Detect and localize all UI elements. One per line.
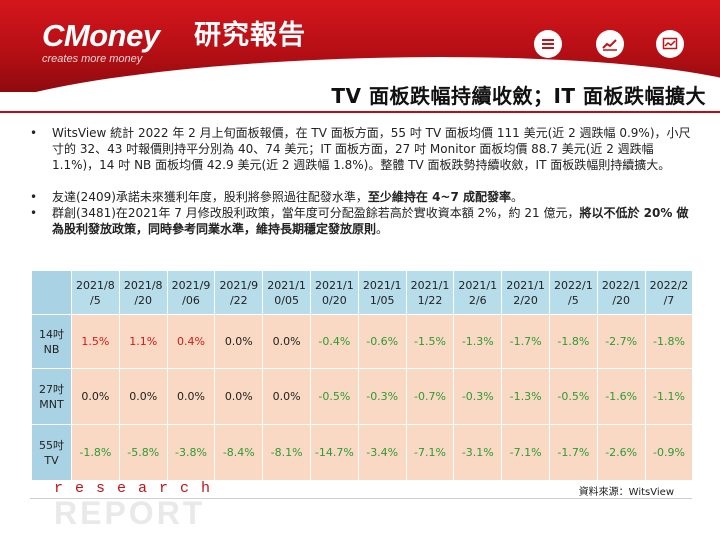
- table-cell: -14.7%: [309, 424, 359, 481]
- table-cell: -1.8%: [71, 424, 120, 481]
- bullet-text: 群創(3481)在2021年 7 月修改股利政策，當年度可分配盈餘若高於實收資本…: [52, 205, 700, 237]
- table-cell: -1.6%: [596, 368, 646, 425]
- table-cell: 1.1%: [118, 314, 168, 369]
- footer-report-text: REPORT: [54, 495, 206, 531]
- bullet-dot: •: [30, 190, 38, 204]
- table-cell: 0.0%: [118, 368, 168, 425]
- chart-icon[interactable]: [656, 30, 684, 58]
- table-row: 14吋 NB 1.5% 1.1% 0.4% 0.0% 0.0% -0.4% -0.6% -1.5…: [31, 314, 694, 369]
- table-row: 27吋 MNT 0.0% 0.0% 0.0% 0.0% 0.0% -0.5% -0.3% -0.…: [31, 368, 694, 425]
- bullet-text-end: 。: [376, 222, 389, 236]
- table-row-header: 14吋 NB: [31, 314, 72, 369]
- table-cell: -0.4%: [309, 314, 359, 369]
- table-cell: -0.5%: [548, 368, 598, 425]
- table-cell: -3.8%: [166, 424, 216, 481]
- table-cell: -1.7%: [501, 314, 550, 369]
- table-cell: -5.8%: [118, 424, 168, 481]
- table-cell: -1.3%: [453, 314, 503, 369]
- table-cell: 0.0%: [71, 368, 120, 425]
- table-cell: 0.0%: [262, 368, 311, 425]
- table-cell: -2.6%: [596, 424, 646, 481]
- table-cell: 0.0%: [214, 314, 264, 369]
- table-cell: -1.7%: [548, 424, 598, 481]
- table-column-header: 2021/8 /20: [118, 270, 168, 315]
- table-cell: -1.8%: [548, 314, 598, 369]
- title-divider: [0, 111, 720, 113]
- bullet-text-end: 。: [511, 190, 524, 204]
- table-column-header: 2022/1 /20: [596, 270, 646, 315]
- bullet-text: WitsView 統計 2022 年 2 月上旬面板報價，在 TV 面板方面，5…: [52, 126, 691, 172]
- footer-divider: [30, 498, 692, 499]
- table-row-header: 27吋 MNT: [31, 368, 72, 425]
- table-column-header: 2021/1 1/05: [357, 270, 407, 315]
- bullet-text-bold: 將以不低於 20% 做為股利發放政策，同時參考同業水準，維持長期穩定發放原則: [52, 206, 689, 236]
- table-row: 55吋 TV -1.8% -5.8% -3.8% -8.4% -8.1% -14.7% -3.…: [31, 424, 694, 481]
- table-cell: 1.5%: [71, 314, 120, 369]
- logo-subtitle: 研究報告: [194, 20, 306, 51]
- bullet-item: • WitsView 統計 2022 年 2 月上旬面板報價，在 TV 面板方面…: [30, 125, 700, 173]
- bullet-list: • WitsView 統計 2022 年 2 月上旬面板報價，在 TV 面板方面…: [30, 125, 700, 237]
- table-cell: -0.3%: [357, 368, 407, 425]
- table-column-header: 2021/9 /22: [214, 270, 264, 315]
- table-cell: 0.0%: [214, 368, 264, 425]
- table-column-header: 2022/2 /7: [644, 270, 694, 315]
- table-cell: -3.1%: [453, 424, 503, 481]
- table-cell: -3.4%: [357, 424, 407, 481]
- table-row-header: 55吋 TV: [31, 424, 72, 481]
- table-column-header: 2021/8 /5: [71, 270, 120, 315]
- table-cell: -7.1%: [405, 424, 455, 481]
- table-column-header: 2022/1 /5: [548, 270, 598, 315]
- table-cell: -1.1%: [644, 368, 694, 425]
- cmoney-logo: CMoney: [42, 18, 160, 53]
- table-column-header: 2021/9 /06: [166, 270, 216, 315]
- table-cell: -1.8%: [644, 314, 694, 369]
- table-column-header: 2021/1 2/20: [501, 270, 550, 315]
- table-cell: -0.9%: [644, 424, 694, 481]
- table-column-header: 2021/1 0/05: [262, 270, 311, 315]
- bullet-item: • 友達(2409)承諾未來獲利年度，股利將參照過往配發水準，至少維持在 4~7…: [30, 189, 700, 205]
- footer-research-text: research: [54, 480, 223, 497]
- table-column-header: 2021/1 1/22: [405, 270, 455, 315]
- table-cell: 0.0%: [166, 368, 216, 425]
- data-source: 資料來源：WitsView: [578, 487, 674, 498]
- trend-icon[interactable]: [596, 30, 624, 58]
- table-column-header: 2021/1 0/20: [309, 270, 359, 315]
- header-band: CMoney 研究報告 creates more money: [0, 0, 720, 92]
- table-cell: -0.7%: [405, 368, 455, 425]
- bullet-text: 友達(2409)承諾未來獲利年度，股利將參照過往配發水準，至少維持在 4~7 成…: [52, 189, 700, 205]
- bullet-text-bold: 至少維持在 4~7 成配發率: [367, 190, 512, 204]
- slide-title: TV 面板跌幅持續收斂；IT 面板跌幅擴大: [331, 84, 706, 108]
- bullet-dot: •: [30, 126, 38, 140]
- table-cell: -1.5%: [405, 314, 455, 369]
- table-cell: -0.6%: [357, 314, 407, 369]
- table-cell: -8.4%: [214, 424, 264, 481]
- bullet-dot: •: [30, 206, 38, 220]
- table-cell: -8.1%: [262, 424, 311, 481]
- table-cell: -7.1%: [501, 424, 550, 481]
- table-cell: 0.0%: [262, 314, 311, 369]
- bullet-text-plain: 友達(2409)承諾未來獲利年度，股利將參照過往配發水準，: [52, 190, 368, 204]
- table-body: 14吋 NB 1.5% 1.1% 0.4% 0.0% 0.0% -0.4% -0.6% -1.5…: [31, 314, 694, 481]
- table-cell: -2.7%: [596, 314, 646, 369]
- bullet-item: • 群創(3481)在2021年 7 月修改股利政策，當年度可分配盈餘若高於實收…: [30, 205, 700, 237]
- table-cell: -0.5%: [309, 368, 359, 425]
- list-icon[interactable]: [534, 30, 562, 58]
- table-cell: 0.4%: [166, 314, 216, 369]
- table-cell: -1.3%: [501, 368, 550, 425]
- table-column-header: 2021/1 2/6: [453, 270, 503, 315]
- table-header-row: 2021/8 /5 2021/8 /20 2021/9 /06 2021/9 /22 2…: [31, 270, 694, 315]
- logo-tagline: creates more money: [42, 53, 143, 65]
- table-cell: -0.3%: [453, 368, 503, 425]
- panel-price-table: 2021/8 /5 2021/8 /20 2021/9 /06 2021/9 /22 2…: [31, 270, 694, 481]
- bullet-text-plain: 群創(3481)在2021年 7 月修改股利政策，當年度可分配盈餘若高於實收資本…: [52, 206, 580, 220]
- table-corner-cell: [31, 270, 72, 315]
